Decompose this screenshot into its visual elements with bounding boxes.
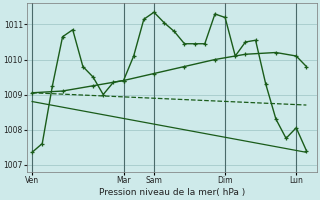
X-axis label: Pression niveau de la mer( hPa ): Pression niveau de la mer( hPa ) <box>99 188 245 197</box>
